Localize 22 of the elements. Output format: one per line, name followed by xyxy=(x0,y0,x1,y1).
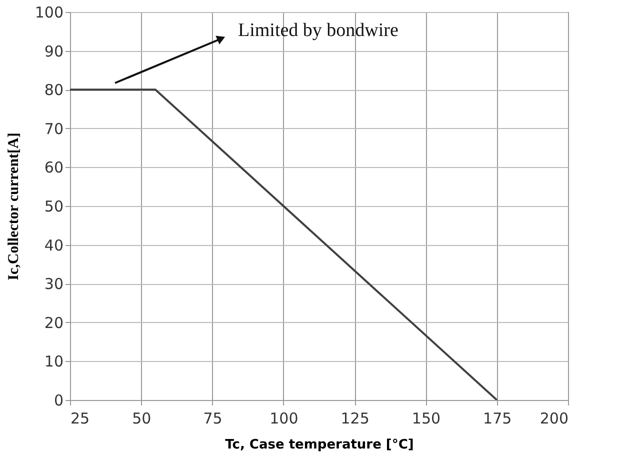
y-tick-label: 90 xyxy=(44,42,64,60)
x-tick-label: 150 xyxy=(412,410,441,428)
y-tick-label: 50 xyxy=(44,198,64,216)
y-tick-label: 40 xyxy=(44,236,64,254)
y-tick-label: 0 xyxy=(54,392,64,410)
x-tick-label: 50 xyxy=(132,410,152,428)
x-tick-label: 75 xyxy=(203,410,222,428)
x-tick-label: 125 xyxy=(340,410,370,428)
x-tick-label: 200 xyxy=(540,410,568,428)
y-tick-label: 100 xyxy=(34,4,64,22)
y-tick-label: 20 xyxy=(44,314,64,332)
y-tick-label: 70 xyxy=(44,120,64,138)
x-tick-label: 175 xyxy=(483,410,512,428)
y-tick-label: 60 xyxy=(44,158,64,177)
x-tick-label: 100 xyxy=(270,410,298,428)
annotation: Limited by bondwire xyxy=(238,20,398,41)
y-axis-title: Ic,Collector current[A] xyxy=(6,132,22,280)
x-axis-title: Tc, Case temperature [°C] xyxy=(225,438,414,452)
x-tick-label: 25 xyxy=(70,410,90,428)
y-tick-label: 10 xyxy=(44,352,64,371)
y-tick-label: 30 xyxy=(44,275,64,294)
y-tick-label: 80 xyxy=(44,81,64,100)
